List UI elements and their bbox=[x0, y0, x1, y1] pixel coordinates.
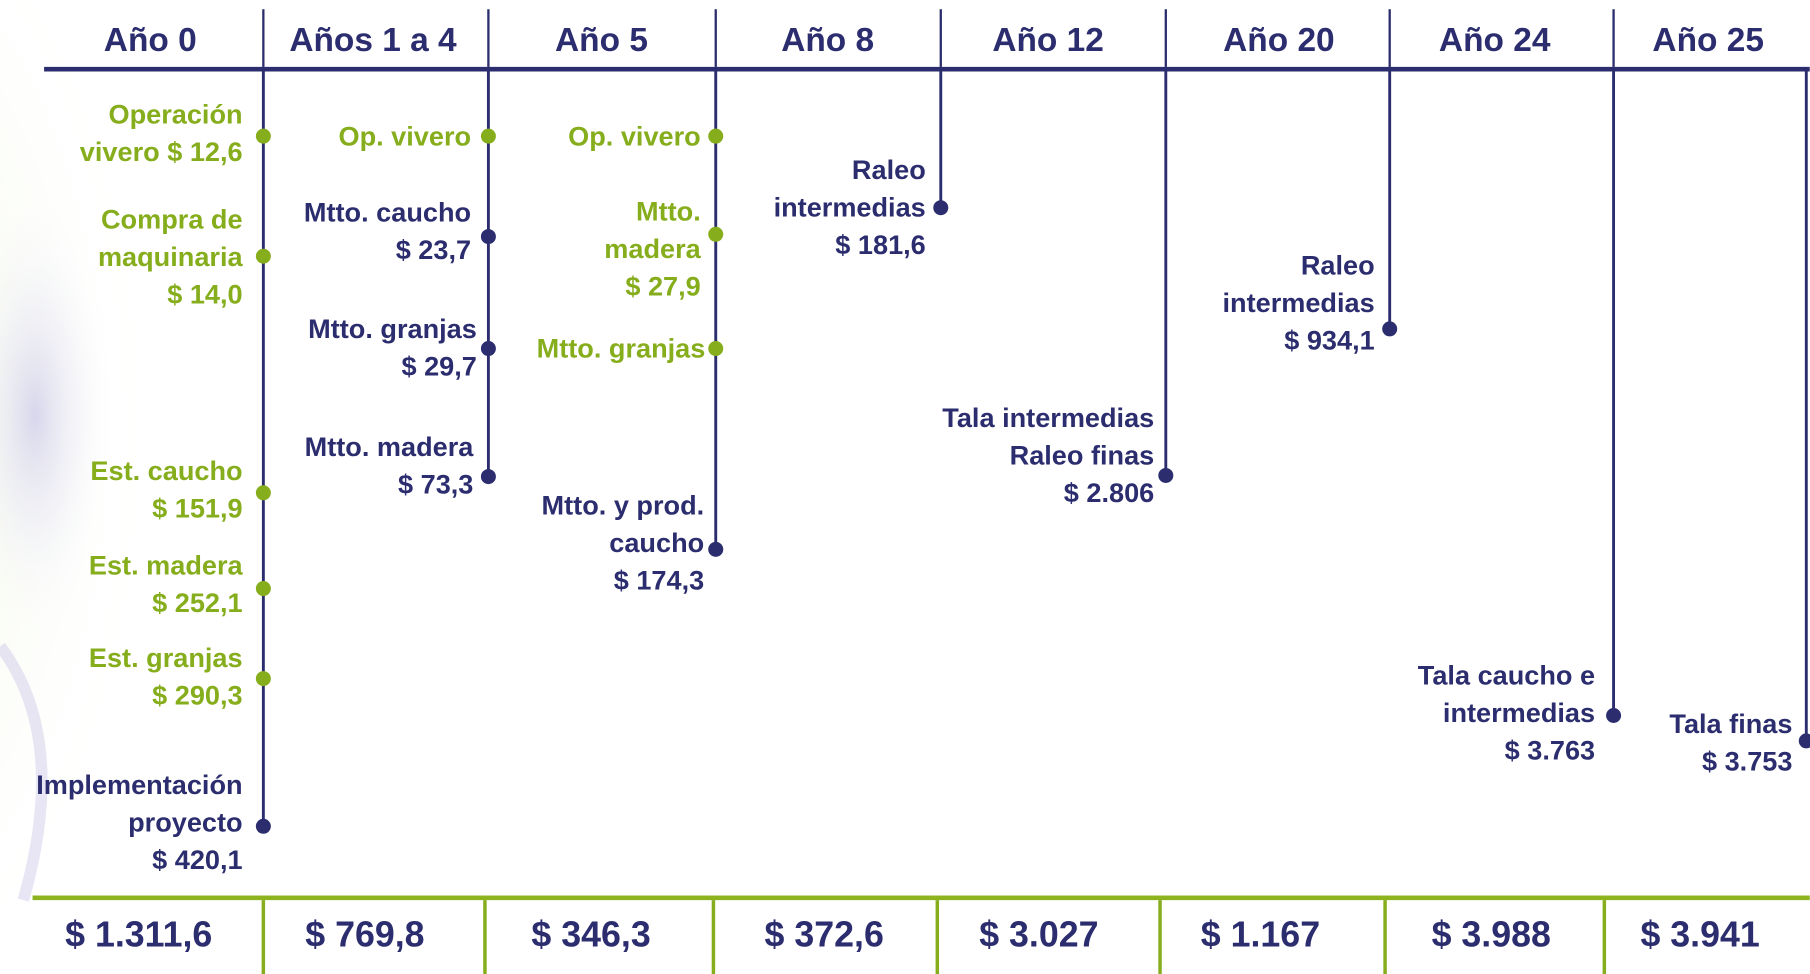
event-label: $ 252,1 bbox=[152, 587, 242, 618]
event-dot bbox=[933, 200, 948, 215]
event-label: intermedias bbox=[1443, 697, 1595, 728]
event-dot bbox=[256, 819, 271, 834]
event-label: Mtto. bbox=[636, 195, 701, 226]
event-dot bbox=[1606, 708, 1621, 723]
column-header: Año 20 bbox=[1223, 22, 1335, 59]
event-label: $ 290,3 bbox=[152, 680, 242, 711]
event-label: $ 174,3 bbox=[614, 565, 704, 596]
event-label: Tala intermedias bbox=[942, 402, 1154, 433]
event-label: $ 3.753 bbox=[1702, 745, 1792, 776]
column-header: Año 12 bbox=[992, 22, 1104, 59]
event-dot bbox=[481, 469, 496, 484]
event-label: Mtto. caucho bbox=[304, 197, 471, 228]
event-label: Mtto. granjas bbox=[308, 313, 477, 344]
event-label: Raleo finas bbox=[1010, 439, 1155, 470]
event-label: Est. caucho bbox=[90, 455, 242, 486]
event-dot bbox=[1158, 468, 1173, 483]
event-label: $ 151,9 bbox=[152, 493, 242, 524]
event-label: Operación bbox=[109, 98, 243, 129]
event-label: Tala finas bbox=[1669, 708, 1792, 739]
event-label: $ 14,0 bbox=[167, 279, 242, 310]
event-label: caucho bbox=[609, 527, 704, 558]
event-label: $ 73,3 bbox=[398, 468, 473, 499]
column-header: Año 24 bbox=[1439, 22, 1551, 59]
column-header: Año 5 bbox=[555, 22, 648, 59]
column-header: Año 8 bbox=[781, 22, 874, 59]
column-total: $ 372,6 bbox=[765, 914, 884, 954]
event-label: maquinaria bbox=[98, 241, 244, 272]
event-label: intermedias bbox=[1223, 287, 1375, 318]
timeline-diagram: Año 0 Operación vivero $ 12,6 Compra de maqu… bbox=[0, 0, 1810, 974]
event-dot bbox=[708, 129, 723, 144]
event-label: $ 29,7 bbox=[401, 351, 476, 382]
event-label: Raleo bbox=[1301, 250, 1375, 281]
event-label: proyecto bbox=[128, 806, 243, 837]
event-label: Implementación bbox=[36, 769, 242, 800]
event-label: madera bbox=[604, 233, 701, 264]
event-label: intermedias bbox=[774, 191, 926, 222]
event-dot bbox=[256, 581, 271, 596]
event-label: $ 420,1 bbox=[152, 844, 242, 875]
event-dot bbox=[256, 249, 271, 264]
event-label: Op. vivero bbox=[338, 120, 471, 151]
event-label: $ 27,9 bbox=[625, 270, 700, 301]
column-header: Año 0 bbox=[104, 22, 197, 59]
event-label: Raleo bbox=[852, 154, 926, 185]
column-header: Año 25 bbox=[1652, 22, 1764, 59]
event-dot bbox=[1382, 321, 1397, 336]
event-dot bbox=[481, 341, 496, 356]
event-label: $ 934,1 bbox=[1284, 325, 1374, 356]
event-dot bbox=[256, 129, 271, 144]
column-total: $ 3.027 bbox=[979, 914, 1098, 954]
column-header: Años 1 a 4 bbox=[289, 22, 457, 59]
event-dot bbox=[481, 129, 496, 144]
event-label: vivero $ 12,6 bbox=[80, 136, 243, 167]
event-dot bbox=[481, 229, 496, 244]
event-label: Op. vivero bbox=[568, 120, 701, 151]
column-total: $ 1.167 bbox=[1201, 914, 1320, 954]
event-label: $ 23,7 bbox=[396, 234, 471, 265]
event-label: $ 3.763 bbox=[1505, 734, 1595, 765]
column-total: $ 1.311,6 bbox=[65, 914, 212, 954]
event-label: $ 2.806 bbox=[1064, 477, 1154, 508]
event-label: Mtto. y prod. bbox=[542, 490, 705, 521]
event-label: Compra de bbox=[101, 203, 243, 234]
event-label: Est. granjas bbox=[89, 642, 243, 673]
event-dot bbox=[708, 341, 723, 356]
column-total: $ 3.941 bbox=[1640, 914, 1759, 954]
event-dot bbox=[708, 227, 723, 242]
event-dot bbox=[256, 485, 271, 500]
event-label: Tala caucho e bbox=[1418, 659, 1595, 690]
column-total: $ 346,3 bbox=[531, 914, 650, 954]
event-label: $ 181,6 bbox=[835, 229, 925, 260]
event-dot bbox=[256, 671, 271, 686]
event-dot bbox=[708, 542, 723, 557]
event-label: Mtto. granjas bbox=[537, 333, 706, 364]
column-total: $ 3.988 bbox=[1432, 914, 1551, 954]
event-label: Est. madera bbox=[89, 550, 244, 581]
event-label: Mtto. madera bbox=[305, 431, 475, 462]
column-total: $ 769,8 bbox=[305, 914, 424, 954]
